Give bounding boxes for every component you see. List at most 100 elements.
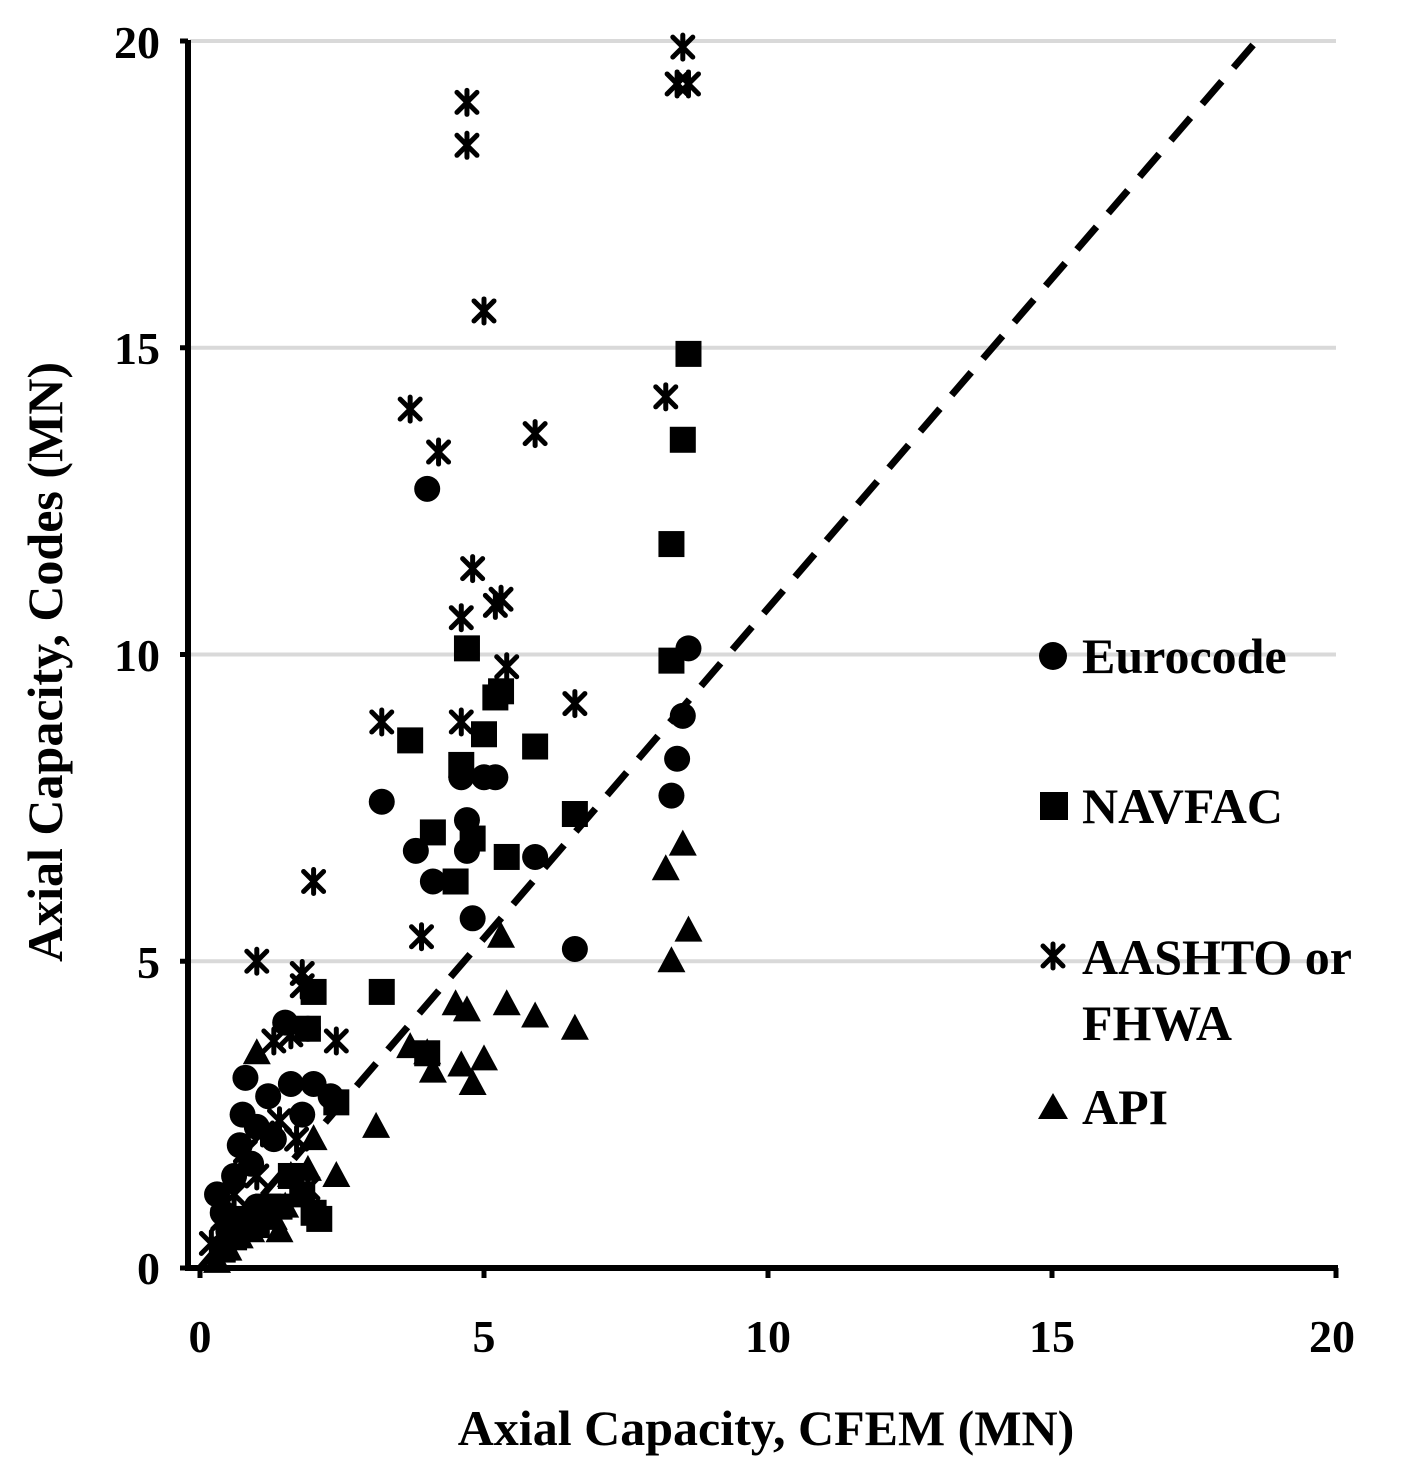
point-navfac-24 (493, 843, 520, 870)
legend-marker-api (1038, 1093, 1068, 1119)
x-tick-label-0: 0 (189, 1311, 212, 1362)
point-aashto-or-fhwa-30 (562, 689, 588, 719)
point-navfac-17 (442, 868, 469, 895)
point-aashto-or-fhwa-15 (323, 1026, 349, 1056)
point-navfac-19 (453, 635, 480, 662)
point-api-4 (242, 1038, 271, 1065)
point-navfac-18 (448, 751, 475, 778)
point-api-11 (293, 1154, 322, 1181)
point-eurocode-21 (419, 868, 446, 895)
point-api-28 (657, 946, 686, 973)
point-aashto-or-fhwa-19 (426, 437, 452, 467)
point-eurocode-32 (669, 702, 696, 729)
point-aashto-or-fhwa-12 (289, 959, 315, 989)
x-tick-label-10: 10 (745, 1311, 791, 1362)
point-aashto-or-fhwa-4 (244, 946, 270, 976)
point-navfac-14 (397, 727, 424, 754)
y-tick-label-15: 15 (114, 323, 160, 374)
point-aashto-or-fhwa-18 (409, 922, 435, 952)
point-api-3 (237, 1216, 266, 1243)
point-aashto-or-fhwa-25 (471, 296, 497, 326)
y-axis-title: Axial Capacity, Codes (MN) (17, 362, 73, 962)
point-eurocode-10 (255, 1083, 282, 1110)
reference-line-group (197, 38, 1260, 1271)
point-aashto-or-fhwa-29 (522, 419, 548, 449)
point-aashto-or-fhwa-7 (261, 1026, 287, 1056)
legend-label-fhwa: FHWA (1082, 995, 1232, 1051)
point-eurocode-30 (658, 782, 685, 809)
point-api-29 (668, 829, 697, 856)
legend-label-aashto: AASHTO or (1082, 929, 1352, 985)
point-eurocode-20 (414, 475, 441, 502)
point-api-13 (322, 1160, 351, 1187)
point-api-14 (362, 1111, 391, 1138)
point-aashto-or-fhwa-21 (448, 707, 474, 737)
point-eurocode-6 (232, 1064, 259, 1091)
point-api-23 (487, 921, 516, 948)
x-tick-label-5: 5 (473, 1311, 496, 1362)
point-navfac-21 (471, 721, 497, 748)
point-api-7 (265, 1216, 294, 1243)
point-eurocode-27 (482, 764, 509, 791)
point-api-26 (560, 1013, 589, 1040)
point-navfac-28 (658, 531, 685, 558)
axis-ticks (180, 38, 1339, 1278)
point-aashto-or-fhwa-2 (221, 1179, 247, 1209)
legend: Eurocode NAVFAC AASHTO or FHWA API (1038, 628, 1352, 1135)
reference-line (197, 38, 1260, 1271)
legend-label-eurocode: Eurocode (1082, 628, 1287, 684)
point-api-30 (674, 915, 703, 942)
point-navfac-25 (522, 733, 549, 760)
point-eurocode-18 (368, 788, 395, 815)
point-eurocode-13 (277, 1070, 304, 1097)
point-eurocode-28 (522, 843, 549, 870)
point-aashto-or-fhwa-22 (454, 130, 480, 160)
point-eurocode-29 (561, 935, 588, 962)
point-aashto-or-fhwa-28 (494, 652, 520, 682)
legend-marker-navfac (1040, 792, 1068, 820)
point-api-24 (492, 989, 521, 1016)
point-eurocode-25 (459, 905, 486, 932)
point-aashto-or-fhwa-9 (278, 1020, 304, 1050)
legend-marker-eurocode (1039, 642, 1067, 670)
point-aashto-or-fhwa-24 (460, 554, 486, 584)
point-navfac-30 (675, 340, 702, 367)
gridlines (190, 39, 1336, 964)
point-aashto-or-fhwa-16 (369, 707, 395, 737)
point-aashto-or-fhwa-6 (249, 1118, 275, 1148)
x-axis-title: Axial Capacity, CFEM (MN) (458, 1400, 1075, 1456)
point-aashto-or-fhwa-17 (397, 394, 423, 424)
point-api-22 (470, 1044, 498, 1071)
point-api-25 (521, 1001, 550, 1028)
point-api-20 (452, 995, 481, 1022)
x-tick-label-15: 15 (1029, 1311, 1075, 1362)
data-points (198, 32, 703, 1273)
point-navfac-26 (561, 801, 588, 828)
y-tick-label-0: 0 (137, 1243, 160, 1294)
point-api-27 (651, 854, 680, 881)
point-api-17 (418, 1056, 447, 1083)
point-api-12 (299, 1124, 328, 1151)
point-navfac-16 (419, 819, 446, 846)
point-navfac-10 (306, 1205, 333, 1232)
point-aashto-or-fhwa-27 (488, 584, 514, 614)
point-api-8 (271, 1191, 300, 1218)
point-navfac-27 (658, 647, 685, 674)
point-aashto-or-fhwa-13 (301, 866, 327, 896)
point-navfac-20 (459, 825, 486, 852)
point-navfac-29 (669, 426, 696, 453)
point-eurocode-14 (289, 1101, 316, 1128)
point-api-21 (458, 1068, 487, 1095)
point-aashto-or-fhwa-20 (448, 603, 474, 633)
y-tick-label-20: 20 (114, 17, 160, 68)
point-api-10 (288, 1179, 317, 1206)
legend-marker-aashto (1040, 941, 1066, 971)
point-aashto-or-fhwa-1 (210, 1204, 236, 1234)
point-aashto-or-fhwa-34 (675, 69, 701, 99)
point-api-15 (396, 1032, 425, 1059)
point-aashto-or-fhwa-31 (653, 382, 679, 412)
point-navfac-23 (488, 678, 515, 705)
x-tick-label-20: 20 (1309, 1311, 1355, 1362)
point-aashto-or-fhwa-5 (244, 1161, 270, 1191)
